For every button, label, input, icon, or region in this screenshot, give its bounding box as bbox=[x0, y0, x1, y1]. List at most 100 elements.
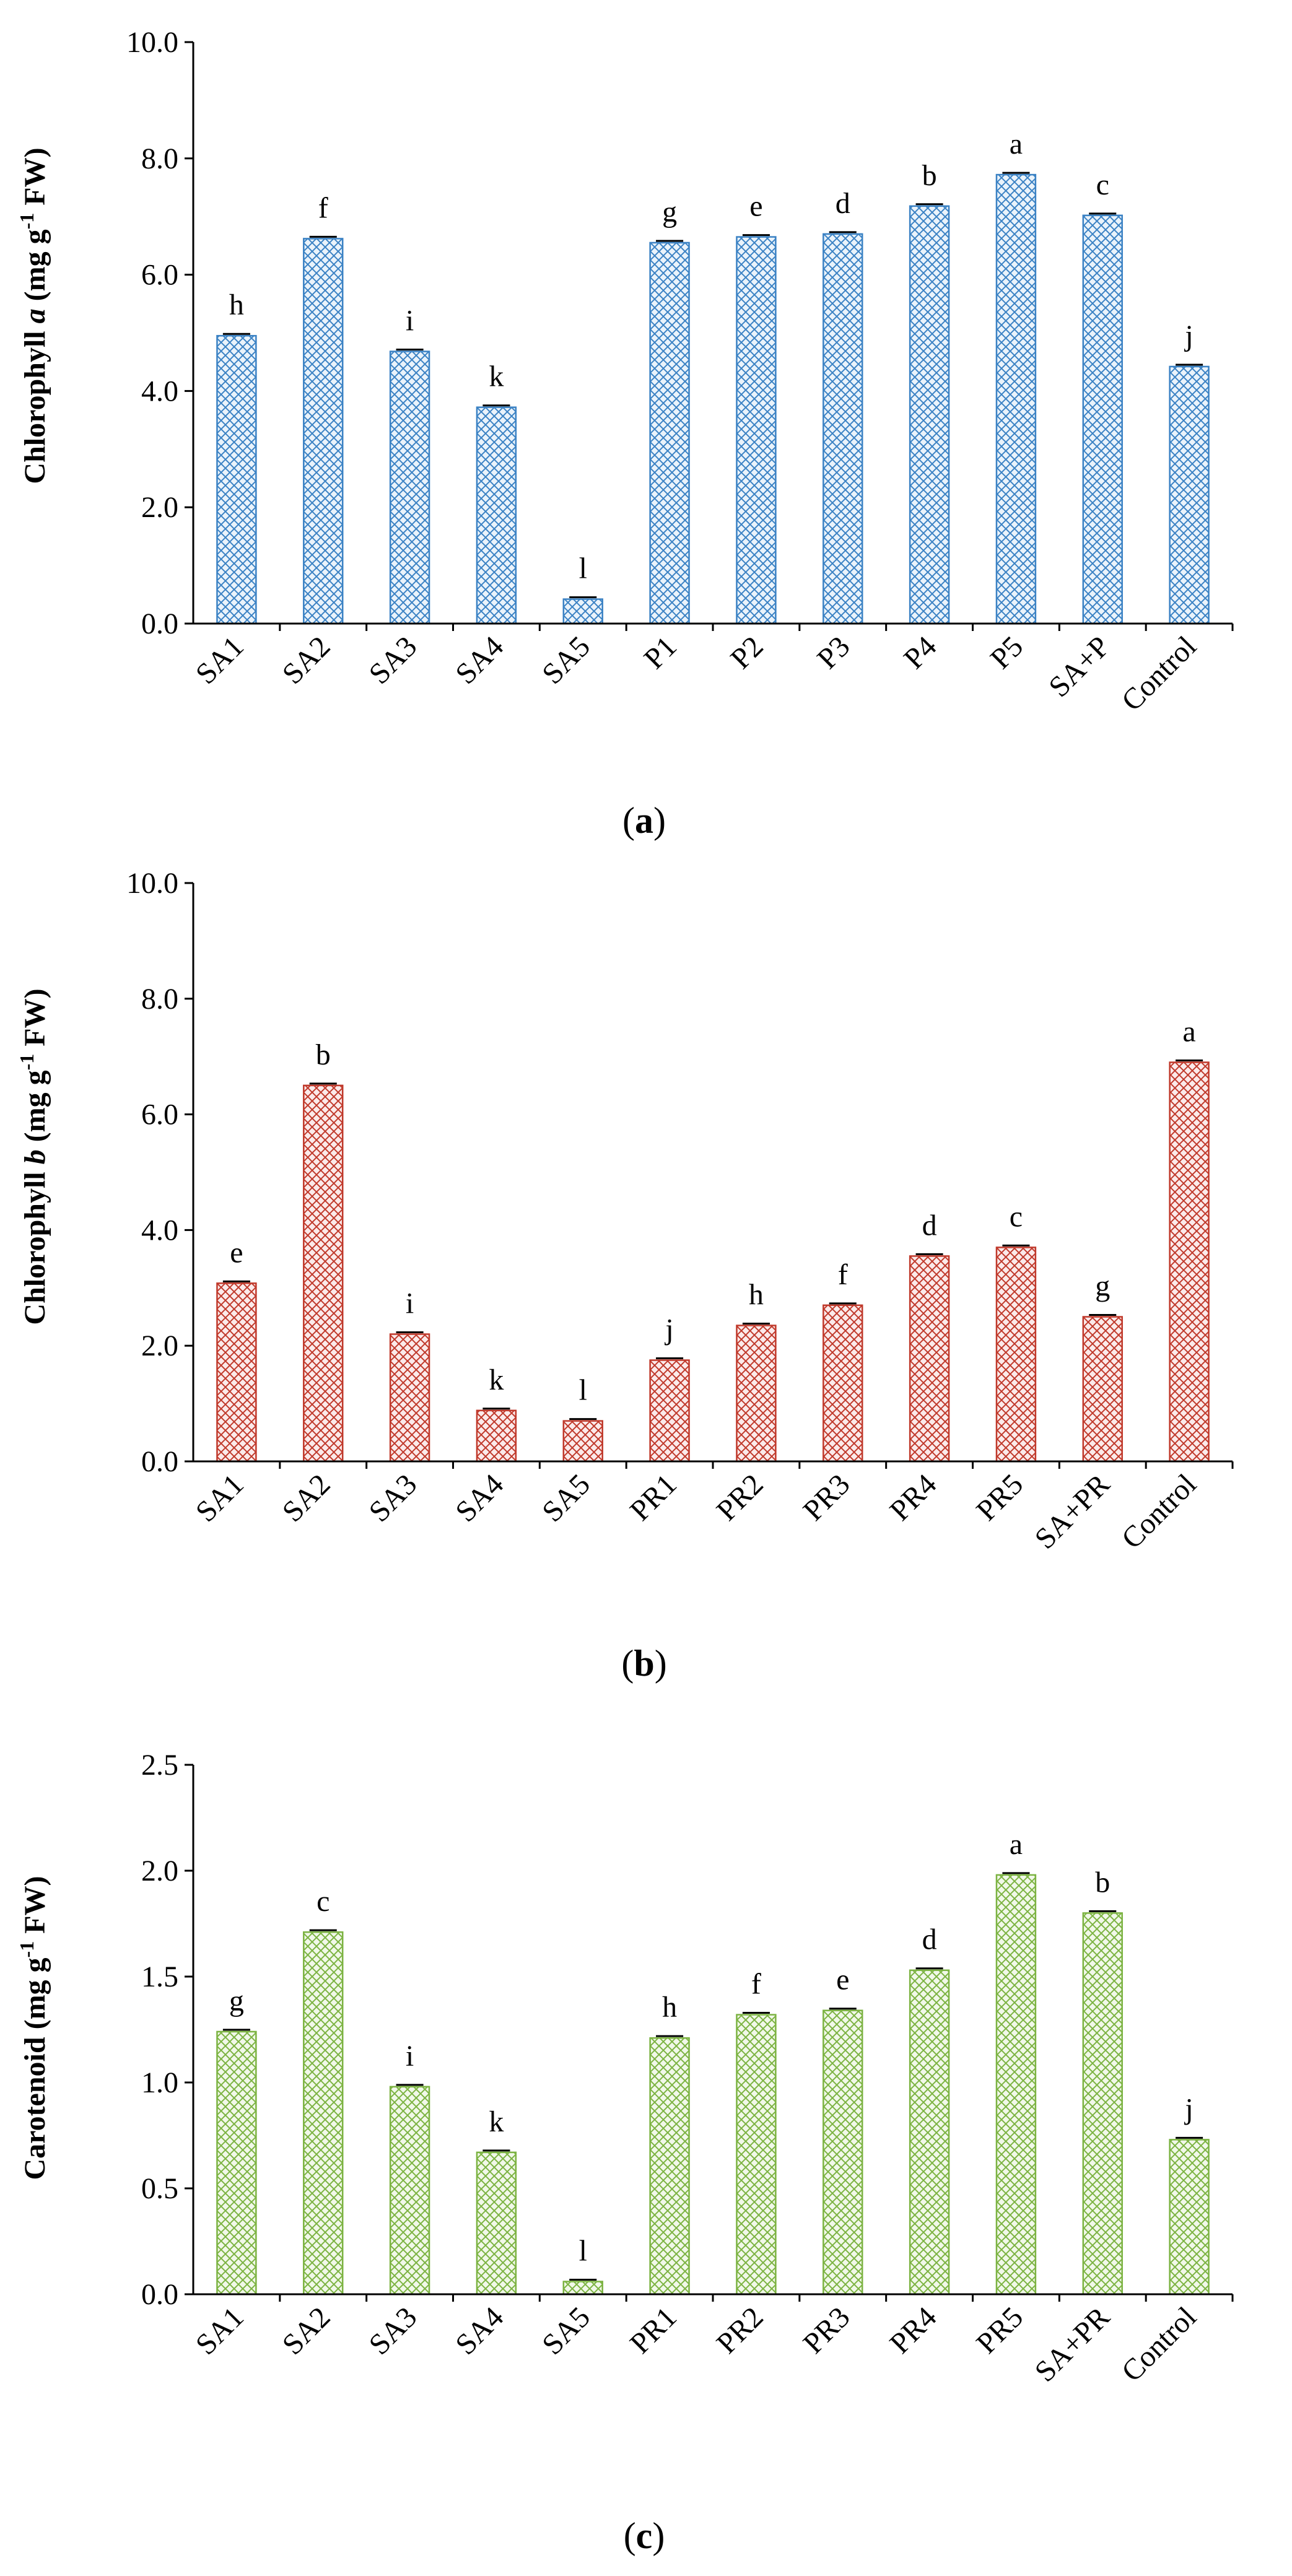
y-tick-label: 10.0 bbox=[126, 867, 178, 900]
x-tick-label: SA+PR bbox=[1029, 1468, 1117, 1556]
x-tick-label: P5 bbox=[984, 630, 1029, 675]
x-tick-label: SA+PR bbox=[1029, 2300, 1117, 2388]
x-tick-label: PR1 bbox=[624, 2300, 683, 2360]
x-tick-label: P2 bbox=[724, 630, 769, 675]
significance-letter: g bbox=[229, 1985, 244, 2017]
y-axis-title: Chlorophyll a (mg g-1 FW) bbox=[15, 147, 51, 484]
bar bbox=[823, 1304, 863, 1463]
bar bbox=[476, 406, 517, 625]
y-axis-title: Carotenoid (mg g-1 FW) bbox=[15, 1876, 51, 2180]
bar bbox=[995, 173, 1037, 625]
bar bbox=[995, 1874, 1037, 2295]
bar bbox=[736, 1325, 777, 1463]
bar bbox=[1169, 365, 1210, 625]
x-tick-label: SA2 bbox=[276, 2300, 337, 2361]
significance-letter: b bbox=[1095, 1866, 1110, 1899]
x-tick-label: SA5 bbox=[536, 2300, 596, 2361]
x-tick-label: SA4 bbox=[449, 1468, 510, 1528]
bar bbox=[823, 2009, 863, 2295]
chart-panel-c: Carotenoid (mg g-1 FW) 0.0 0.5 1.0 1.5 2.0 2.… bbox=[15, 1749, 1234, 2556]
y-tick-label: 6.0 bbox=[141, 1099, 178, 1131]
significance-letter: i bbox=[406, 2040, 414, 2073]
bar bbox=[562, 2281, 603, 2295]
x-tick-label: PR2 bbox=[710, 2300, 770, 2360]
significance-letter: j bbox=[664, 1313, 673, 1346]
bar bbox=[1082, 1912, 1123, 2295]
y-tick-label: 8.0 bbox=[141, 983, 178, 1016]
x-tick-label: PR1 bbox=[624, 1468, 683, 1527]
significance-letter: i bbox=[406, 305, 414, 337]
significance-labels: e b i k l j h f d c g a bbox=[230, 1016, 1195, 1407]
bar bbox=[216, 334, 257, 625]
x-tick-label: SA2 bbox=[276, 1468, 337, 1528]
x-tick-label: SA3 bbox=[363, 1468, 424, 1528]
y-tick-label: 6.0 bbox=[141, 259, 178, 292]
bar bbox=[909, 1969, 950, 2295]
significance-labels: g c i k l h f e d a b j bbox=[229, 1828, 1194, 2268]
significance-letter: k bbox=[489, 1364, 504, 1396]
panel-label: (c) bbox=[624, 2515, 665, 2556]
panel-label: (a) bbox=[622, 800, 666, 841]
bar bbox=[562, 1420, 603, 1463]
x-tick-label: PR5 bbox=[970, 2300, 1029, 2360]
significance-letter: h bbox=[229, 289, 244, 321]
bar bbox=[216, 1282, 257, 1463]
x-tick-label: SA4 bbox=[449, 2300, 510, 2361]
bar bbox=[216, 2030, 257, 2295]
bar bbox=[909, 205, 950, 625]
y-axis-ticks: 0.0 2.0 4.0 6.0 8.0 10.0 bbox=[126, 867, 193, 1478]
y-tick-label: 2.0 bbox=[141, 1329, 178, 1362]
bar bbox=[303, 238, 344, 625]
significance-letter: h bbox=[749, 1279, 764, 1312]
significance-letter: d bbox=[922, 1209, 937, 1242]
y-tick-label: 2.0 bbox=[141, 1855, 178, 1887]
y-tick-label: 8.0 bbox=[141, 142, 178, 175]
x-axis-ticks: SA1 SA2 SA3 SA4 SA5 PR1 PR2 PR3 PR4 PR5SA+PRContr… bbox=[190, 2294, 1234, 2388]
x-tick-label: SA1 bbox=[190, 630, 250, 690]
bar-series bbox=[216, 1060, 1210, 1463]
significance-letter: l bbox=[579, 552, 587, 585]
bar bbox=[303, 1931, 344, 2295]
bar bbox=[736, 236, 777, 625]
y-tick-label: 1.0 bbox=[141, 2066, 178, 2099]
significance-letter: f bbox=[318, 191, 328, 224]
significance-letter: c bbox=[1096, 168, 1109, 201]
bar bbox=[389, 2086, 430, 2295]
y-tick-label: 4.0 bbox=[141, 1214, 178, 1247]
x-tick-label: PR3 bbox=[797, 2300, 857, 2360]
panel-label: (b) bbox=[621, 1643, 666, 1684]
bar bbox=[389, 350, 430, 625]
bar bbox=[823, 233, 863, 625]
bar-series bbox=[216, 172, 1210, 625]
significance-letter: b bbox=[922, 159, 937, 192]
x-tick-label: SA+P bbox=[1042, 630, 1116, 703]
bar bbox=[1082, 214, 1123, 625]
significance-letter: g bbox=[662, 196, 677, 228]
x-tick-label: P3 bbox=[811, 630, 856, 675]
significance-letter: g bbox=[1095, 1270, 1110, 1303]
y-tick-label: 1.5 bbox=[141, 1960, 178, 1993]
significance-letter: b bbox=[316, 1038, 331, 1071]
significance-letter: k bbox=[489, 2105, 504, 2138]
x-tick-label: Control bbox=[1115, 630, 1203, 717]
bar bbox=[909, 1255, 950, 1463]
x-tick-label: SA3 bbox=[363, 2300, 424, 2361]
significance-letter: e bbox=[749, 190, 762, 223]
bar bbox=[562, 598, 603, 625]
bar bbox=[303, 1084, 344, 1463]
significance-letter: d bbox=[836, 187, 850, 220]
x-tick-label: PR5 bbox=[970, 1468, 1029, 1527]
x-tick-label: SA4 bbox=[449, 630, 510, 690]
significance-letter: d bbox=[922, 1923, 937, 1956]
x-tick-label: PR4 bbox=[883, 1468, 943, 1527]
chart-panel-b: Chlorophyll b (mg g-1 FW) 0.0 2.0 4.0 6.0 8.… bbox=[15, 867, 1234, 1684]
x-tick-label: Control bbox=[1115, 2300, 1203, 2388]
bar bbox=[649, 2037, 690, 2295]
x-tick-label: PR4 bbox=[883, 2300, 943, 2360]
x-tick-label: Control bbox=[1115, 1468, 1203, 1555]
bar bbox=[1169, 2139, 1210, 2295]
bar bbox=[476, 1409, 517, 1463]
bar bbox=[1082, 1316, 1123, 1463]
significance-letter: a bbox=[1182, 1016, 1195, 1048]
